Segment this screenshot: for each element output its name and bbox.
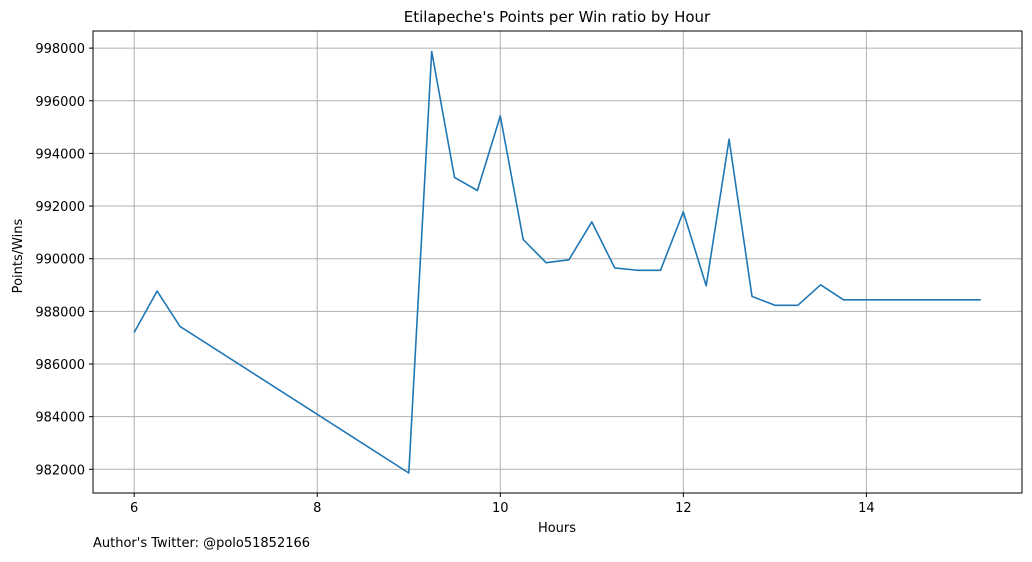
grid-lines xyxy=(93,31,1022,493)
y-tick-label: 982000 xyxy=(35,463,85,478)
author-credit: Author's Twitter: @polo51852166 xyxy=(93,536,311,551)
y-tick-label: 998000 xyxy=(35,42,85,57)
y-axis-label: Points/Wins xyxy=(11,218,26,293)
x-tick-label: 10 xyxy=(492,501,509,516)
x-tick-label: 12 xyxy=(675,501,692,516)
chart-title: Etilapeche's Points per Win ratio by Hou… xyxy=(404,8,711,26)
series-layer xyxy=(133,50,981,474)
y-tick-label: 990000 xyxy=(35,253,85,268)
y-tick-label: 996000 xyxy=(35,95,85,110)
y-tick-label: 992000 xyxy=(35,200,85,215)
x-axis-label: Hours xyxy=(538,521,576,536)
x-tick-label: 8 xyxy=(313,501,321,516)
y-tick-label: 986000 xyxy=(35,358,85,373)
axis-ticks: 6 8 10 12 14 982000 984000 986000 988000 990000 99… xyxy=(35,42,874,516)
y-tick-label: 984000 xyxy=(35,411,85,426)
x-tick-label: 6 xyxy=(130,501,138,516)
series-line xyxy=(133,50,981,474)
plot-frame xyxy=(92,30,1023,494)
y-tick-label: 988000 xyxy=(35,305,85,320)
x-tick-label: 14 xyxy=(858,501,875,516)
y-tick-label: 994000 xyxy=(35,147,85,162)
